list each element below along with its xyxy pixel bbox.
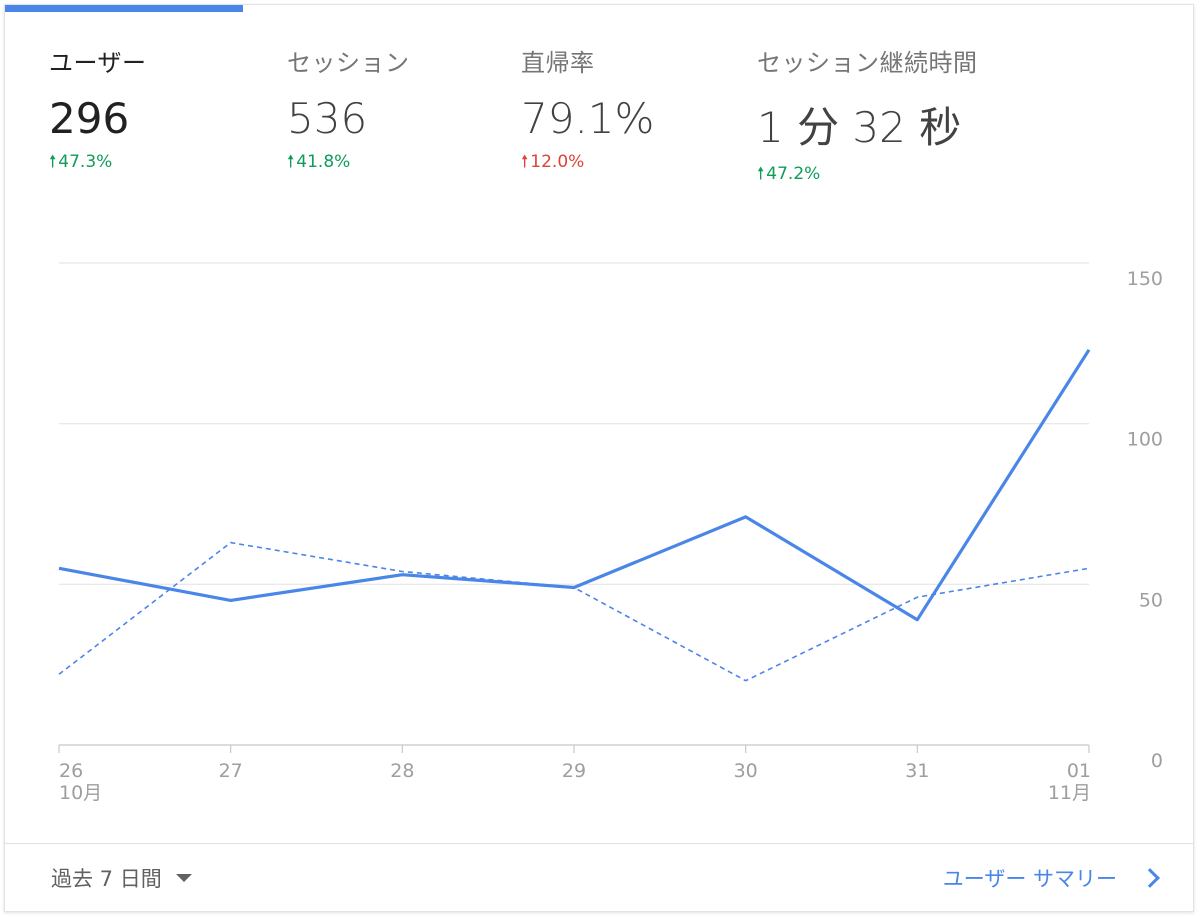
user-summary-link[interactable]: ユーザー サマリー (942, 863, 1160, 893)
chevron-right-icon (1140, 868, 1160, 888)
metric-tab-sessions[interactable]: セッション 536 🠕 41.8% (287, 43, 410, 178)
users-line-chart: 26 27 28 29 30 31 01 10月 11月 150 100 50 0 (58, 262, 1163, 804)
users-overview-card: ユーザー 296 🠕 47.3% セッション 536 🠕 41.8% 直帰率 79.… (4, 4, 1194, 912)
metric-change: 🠕 47.2% (757, 161, 978, 190)
metric-change-value: 47.3% (58, 152, 113, 172)
arrow-up-icon: 🠕 (757, 164, 765, 184)
metric-label: ユーザー (49, 49, 147, 77)
x-tick-label: 29 (562, 760, 586, 782)
metric-value: 296 (49, 94, 130, 143)
metric-change-value: 47.2% (766, 164, 821, 184)
metric-value: 1 分 32 秒 (757, 103, 962, 152)
chart-gridlines (59, 262, 1089, 746)
metric-tab-session-duration[interactable]: セッション継続時間 1 分 32 秒 🠕 47.2% (757, 43, 978, 190)
chart-y-axis: 150 100 50 0 (1127, 268, 1163, 772)
date-range-dropdown[interactable]: 過去 7 日間 (51, 863, 192, 893)
metric-change: 🠕 12.0% (521, 149, 654, 178)
y-tick-label: 0 (1151, 750, 1163, 772)
x-month-label: 11月 (1048, 782, 1091, 804)
chart-series (58, 348, 1091, 682)
y-tick-label: 150 (1127, 268, 1163, 290)
x-tick-label: 31 (905, 760, 929, 782)
x-tick-label: 26 (59, 760, 83, 782)
arrow-up-icon: 🠕 (521, 152, 529, 172)
metric-change-value: 41.8% (296, 152, 351, 172)
user-summary-label: ユーザー サマリー (942, 867, 1117, 891)
caret-down-icon (175, 874, 192, 882)
x-tick-label: 28 (390, 760, 414, 782)
metric-change: 🠕 41.8% (287, 149, 410, 178)
metric-label: セッション継続時間 (757, 49, 978, 77)
metric-tab-users[interactable]: ユーザー 296 🠕 47.3% (49, 43, 147, 178)
series-line-previous-period (58, 541, 1090, 682)
footer-divider (5, 843, 1193, 844)
active-tab-indicator (5, 5, 243, 12)
metric-value: 79.1% (521, 94, 655, 143)
date-range-label: 過去 7 日間 (51, 867, 162, 891)
x-tick-label: 01 (1067, 760, 1091, 782)
y-tick-label: 50 (1139, 589, 1163, 611)
x-month-label: 10月 (59, 782, 102, 804)
arrow-up-icon: 🠕 (49, 152, 57, 172)
metric-change: 🠕 47.3% (49, 149, 147, 178)
metric-label: 直帰率 (521, 49, 595, 77)
x-tick-label: 30 (734, 760, 758, 782)
x-tick-label: 27 (219, 760, 243, 782)
series-line-current-period (58, 348, 1091, 622)
metric-value: 536 (287, 94, 368, 143)
metric-label: セッション (287, 49, 410, 77)
metric-tab-bounce-rate[interactable]: 直帰率 79.1% 🠕 12.0% (521, 43, 654, 178)
metric-change-value: 12.0% (530, 152, 585, 172)
y-tick-label: 100 (1127, 429, 1163, 451)
arrow-up-icon: 🠕 (287, 152, 295, 172)
chart-x-axis: 26 27 28 29 30 31 01 10月 11月 (58, 745, 1091, 804)
